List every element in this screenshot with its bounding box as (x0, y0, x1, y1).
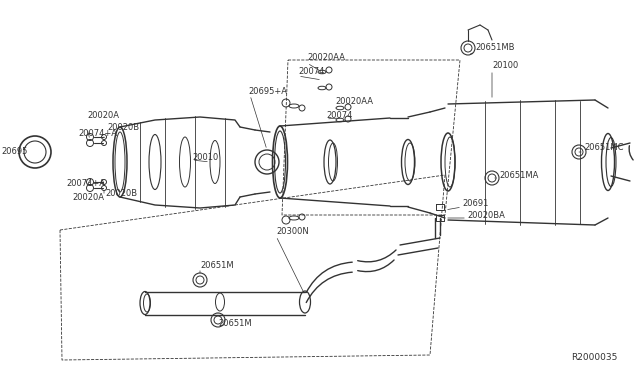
Text: R2000035: R2000035 (572, 353, 618, 362)
Text: 20100: 20100 (492, 61, 518, 70)
Text: 20074+A: 20074+A (78, 128, 117, 138)
Text: 20020A: 20020A (87, 112, 119, 121)
Text: 20010: 20010 (192, 153, 218, 161)
Text: 20651MA: 20651MA (499, 170, 538, 180)
Text: 20074: 20074 (326, 110, 353, 119)
Text: 20651MB: 20651MB (475, 42, 515, 51)
Text: 20691: 20691 (462, 199, 488, 208)
Text: 20020B: 20020B (105, 189, 137, 198)
Text: 20651M: 20651M (218, 318, 252, 327)
Text: 20020B: 20020B (107, 122, 139, 131)
Text: 20651MC: 20651MC (584, 144, 623, 153)
Text: 20651M: 20651M (200, 260, 234, 269)
Text: 20074: 20074 (298, 67, 324, 77)
Text: 20300N: 20300N (276, 228, 308, 237)
Text: 20695: 20695 (2, 148, 28, 157)
Text: 20695+A: 20695+A (248, 87, 287, 96)
Text: 20074+A: 20074+A (66, 180, 105, 189)
Text: 20020A: 20020A (72, 193, 104, 202)
Text: 20020BA: 20020BA (467, 211, 505, 219)
Text: 20020AA: 20020AA (307, 52, 345, 61)
Text: 20020AA: 20020AA (335, 96, 373, 106)
